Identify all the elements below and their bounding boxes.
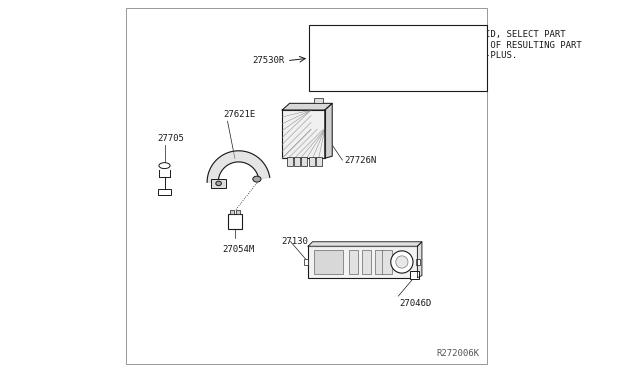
Ellipse shape xyxy=(216,181,221,186)
Bar xyxy=(410,271,419,279)
Bar xyxy=(308,246,417,278)
Polygon shape xyxy=(282,110,324,158)
Bar xyxy=(309,157,315,166)
Polygon shape xyxy=(308,242,422,246)
Bar xyxy=(211,179,227,188)
Bar xyxy=(316,157,322,166)
Polygon shape xyxy=(417,242,422,278)
Circle shape xyxy=(396,256,408,268)
Bar xyxy=(158,189,171,195)
Bar xyxy=(314,98,323,103)
Text: 27046D: 27046D xyxy=(399,299,431,308)
Bar xyxy=(349,250,358,274)
Ellipse shape xyxy=(159,163,170,169)
Ellipse shape xyxy=(253,176,261,182)
Polygon shape xyxy=(207,151,269,182)
Bar xyxy=(294,157,300,166)
Bar xyxy=(382,250,392,274)
Text: 27726N: 27726N xyxy=(344,155,376,164)
Bar xyxy=(230,210,234,214)
Text: 27530R: 27530R xyxy=(253,56,285,65)
Text: 27705: 27705 xyxy=(157,134,184,143)
Text: R272006K: R272006K xyxy=(436,349,479,358)
Text: 27054M: 27054M xyxy=(222,245,254,254)
Bar xyxy=(415,259,420,265)
Bar xyxy=(314,250,343,274)
Polygon shape xyxy=(324,103,332,158)
Bar xyxy=(303,259,308,265)
Bar xyxy=(362,250,371,274)
Bar xyxy=(301,157,307,166)
Circle shape xyxy=(391,251,413,273)
Bar xyxy=(236,210,240,214)
Polygon shape xyxy=(282,103,332,110)
Bar xyxy=(287,157,292,166)
Bar xyxy=(375,250,384,274)
Text: 27621E: 27621E xyxy=(224,110,256,119)
Text: FOR CONFIGURATION SOFTWARE TYPE ID, SELECT PART
CODE 27530R. INPUT LAST 5 DIGITS: FOR CONFIGURATION SOFTWARE TYPE ID, SELE… xyxy=(314,31,582,60)
Bar xyxy=(309,25,487,92)
Bar xyxy=(227,214,243,229)
Text: 27130: 27130 xyxy=(281,237,308,246)
